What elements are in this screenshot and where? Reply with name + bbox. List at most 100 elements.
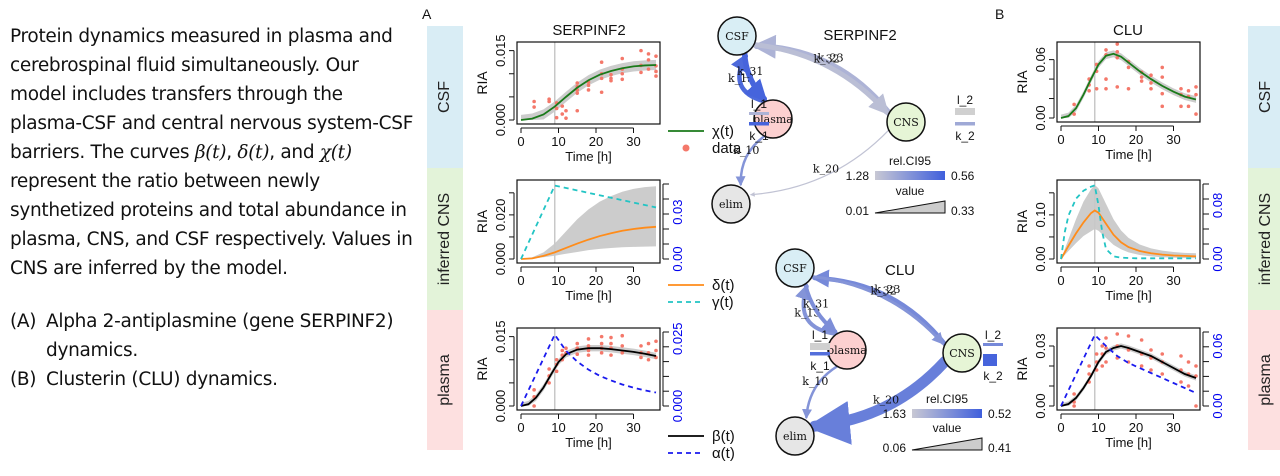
self-rate-bar bbox=[749, 122, 769, 126]
data-point bbox=[575, 108, 580, 113]
data-point bbox=[1194, 92, 1198, 97]
node-label-elim: elim bbox=[783, 430, 808, 443]
data-point bbox=[1139, 364, 1144, 368]
ci-legend-title: rel.CI95 bbox=[889, 154, 931, 168]
y2-tick-label: 0.06 bbox=[1210, 333, 1225, 358]
self-rate-bar bbox=[810, 352, 830, 356]
data-point bbox=[554, 106, 559, 111]
x-tick-label: 10 bbox=[1091, 420, 1105, 435]
edge-k_20 bbox=[749, 129, 890, 197]
strip-csf-right: CSF bbox=[1248, 26, 1280, 168]
legend-label: γ(t) bbox=[712, 294, 734, 311]
edge-label-k_20: k_20 bbox=[873, 393, 899, 406]
x-tick-label: 0 bbox=[517, 134, 524, 149]
edge-k_31 bbox=[803, 282, 838, 334]
series-line-chi bbox=[1060, 52, 1197, 119]
data-point bbox=[1149, 348, 1153, 352]
plot-frame bbox=[1056, 179, 1201, 264]
data-point bbox=[586, 348, 591, 353]
data-point bbox=[1160, 91, 1165, 96]
plot-frame bbox=[1056, 41, 1201, 123]
confidence-band bbox=[521, 186, 656, 259]
edge-label-k_23: k_23 bbox=[874, 283, 900, 296]
edge-label-k_10: k_10 bbox=[802, 375, 828, 388]
plot-frame bbox=[516, 327, 661, 411]
chart-title: SERPINF2 bbox=[552, 22, 625, 39]
data-point bbox=[564, 108, 568, 113]
data-point bbox=[599, 90, 604, 95]
self-label-k_2: k_2 bbox=[955, 129, 975, 143]
y-axis-label: RIA bbox=[1014, 209, 1030, 233]
legend-label: β(t) bbox=[712, 428, 735, 445]
caption-list: (A) Alpha 2-antiplasmine (gene SERPINF2) … bbox=[10, 307, 420, 394]
x-tick-label: 20 bbox=[589, 134, 603, 149]
panel-letter-a: A bbox=[422, 6, 432, 22]
data-point bbox=[1104, 48, 1108, 52]
data-point bbox=[1139, 79, 1144, 83]
data-point bbox=[620, 333, 625, 338]
data-point bbox=[547, 367, 551, 371]
data-point bbox=[1094, 368, 1099, 372]
edge-label-k_23: k_23 bbox=[817, 51, 843, 64]
series-line-alpha bbox=[1060, 333, 1197, 407]
self-rate-bar bbox=[983, 354, 997, 366]
data-point bbox=[1186, 384, 1191, 388]
self-label-k_1: k_1 bbox=[749, 129, 769, 143]
data-point bbox=[620, 344, 625, 348]
ci-legend-high: 0.56 bbox=[951, 169, 975, 183]
data-point bbox=[547, 381, 551, 385]
node-CSF bbox=[775, 248, 815, 288]
x-axis-label: Time [h] bbox=[565, 435, 611, 450]
edge-label-k_31: k_31 bbox=[803, 297, 829, 310]
value-legend-wedge bbox=[911, 437, 983, 451]
data-point bbox=[1149, 81, 1153, 85]
y-axis-label: RIA bbox=[474, 357, 490, 381]
data-point bbox=[1179, 354, 1183, 358]
legend-label: data bbox=[712, 140, 742, 157]
data-point bbox=[639, 355, 643, 360]
data-point bbox=[1194, 404, 1198, 408]
data-point bbox=[1115, 50, 1120, 54]
data-point bbox=[1072, 102, 1076, 107]
edge-k_20 bbox=[805, 355, 951, 445]
self-label-k_2: k_2 bbox=[983, 369, 1003, 383]
data-point bbox=[1149, 73, 1153, 77]
y2-tick-label: 0.00 bbox=[1210, 393, 1225, 418]
data-point bbox=[646, 341, 651, 346]
y-tick-label: 0.000 bbox=[493, 104, 508, 137]
data-point bbox=[1194, 85, 1198, 89]
data-point bbox=[560, 112, 565, 116]
data-point bbox=[639, 344, 643, 348]
ci-legend-gradient bbox=[875, 171, 945, 180]
data-point bbox=[1104, 77, 1108, 81]
data-point bbox=[1087, 364, 1091, 368]
x-tick-label: 0 bbox=[1057, 273, 1064, 288]
self-label-l_1: l_1 bbox=[812, 328, 828, 342]
data-point bbox=[586, 88, 591, 92]
x-tick-label: 10 bbox=[551, 134, 565, 149]
x-tick-label: 30 bbox=[1166, 132, 1180, 147]
strip-cns-left: inferred CNS bbox=[427, 168, 463, 310]
data-point bbox=[1104, 87, 1108, 91]
caption-item-a: (A) Alpha 2-antiplasmine (gene SERPINF2) … bbox=[10, 311, 394, 361]
x-tick-label: 10 bbox=[1091, 273, 1105, 288]
self-rate-bar bbox=[955, 108, 975, 115]
series-line-delta bbox=[1060, 209, 1197, 260]
y-tick-label: 0.00 bbox=[1033, 246, 1048, 271]
data-point bbox=[1139, 338, 1144, 342]
data-point bbox=[560, 104, 565, 108]
data-point bbox=[575, 81, 580, 85]
data-point bbox=[1087, 88, 1091, 93]
x-tick-label: 10 bbox=[551, 420, 565, 435]
caption-item-b: (B) Clusterin (CLU) dynamics. bbox=[10, 369, 278, 390]
self-label-l_2: l_2 bbox=[985, 328, 1001, 342]
y-axis-label: RIA bbox=[1014, 357, 1030, 381]
data-point bbox=[560, 348, 565, 353]
strip-csf-left: CSF bbox=[427, 26, 463, 168]
data-point bbox=[575, 341, 580, 346]
data-point bbox=[1126, 87, 1131, 91]
